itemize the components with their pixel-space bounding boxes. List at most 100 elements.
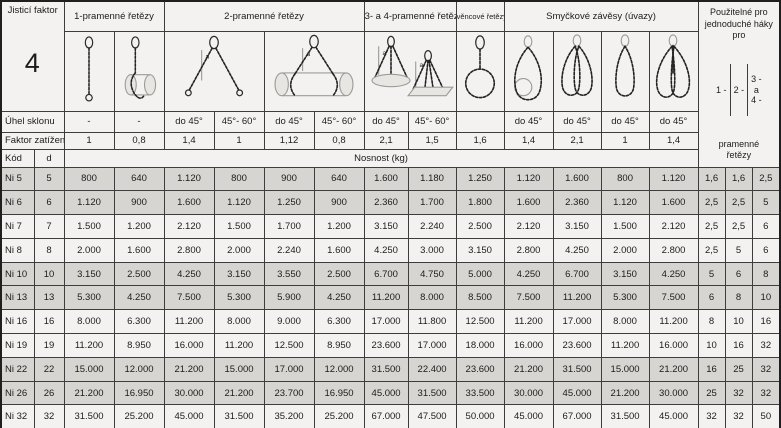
angle-cell: do 45°	[648, 110, 699, 133]
capacity-cell: 1.120	[648, 166, 699, 192]
capacity-cell: 15.000	[213, 356, 265, 382]
diameter-column-header: d	[33, 148, 65, 168]
hook-size-cell: 2,5	[751, 166, 781, 192]
angle-cell: do 45°	[552, 110, 602, 133]
group-header-loop-slings: Smyčkové závěsy (úvazy)	[503, 0, 699, 32]
row-code-cell: Ni 16	[0, 309, 35, 335]
capacity-cell: 2.800	[503, 237, 554, 263]
hook-item-3-4: 3 - a 4 -	[751, 74, 762, 106]
capacity-cell: 1.800	[455, 190, 505, 216]
capacity-cell: 1.500	[63, 214, 115, 239]
capacity-cell: 1.600	[163, 190, 215, 216]
capacity-cell: 1.600	[503, 190, 554, 216]
factor-cell: 2,1	[363, 131, 409, 150]
capacity-cell: 12.500	[263, 333, 315, 358]
capacity-cell: 8.000	[600, 309, 650, 335]
capacity-cell: 25.200	[313, 404, 365, 428]
capacity-cell: 17.000	[363, 309, 409, 335]
capacity-cell: 8.950	[113, 333, 165, 358]
capacity-cell: 800	[600, 166, 650, 192]
row-diameter-cell: 10	[33, 261, 65, 287]
capacity-cell: 1.700	[407, 190, 457, 216]
hook-size-cell: 8	[697, 309, 726, 335]
capacity-cell: 21.200	[163, 356, 215, 382]
hook-size-cell: 16	[697, 356, 726, 382]
hook-size-cell: 5	[751, 190, 781, 216]
hook-size-cell: 6	[751, 237, 781, 263]
row-diameter-cell: 7	[33, 214, 65, 239]
capacity-cell: 23.700	[263, 380, 315, 406]
capacity-cell: 16.000	[648, 333, 699, 358]
capacity-cell: 6.700	[552, 261, 602, 287]
capacity-cell: 4.250	[313, 285, 365, 311]
row-code-cell: Ni 19	[0, 333, 35, 358]
capacity-cell: 1.500	[213, 214, 265, 239]
diagram-cell	[113, 30, 165, 112]
capacity-cell: 5.000	[455, 261, 505, 287]
single-hooks-footer: pramenné řetězy	[718, 138, 760, 160]
capacity-cell: 4.250	[363, 237, 409, 263]
row-code-cell: Ni 13	[0, 285, 35, 311]
diagram-cell	[455, 30, 505, 112]
loop-sling-choked-icon	[514, 35, 543, 101]
hook-item-1: 1 -	[716, 84, 727, 95]
diagram-cell: a	[163, 30, 265, 112]
capacity-cell: 2.500	[313, 261, 365, 287]
capacity-cell: 1.120	[503, 166, 554, 192]
capacity-cell: 12.000	[313, 356, 365, 382]
row-code-cell: Ni 26	[0, 380, 35, 406]
hook-size-cell: 10	[751, 285, 781, 311]
capacity-cell: 7.500	[163, 285, 215, 311]
capacity-cell: 16.000	[503, 333, 554, 358]
capacity-cell: 21.200	[63, 380, 115, 406]
capacity-cell: 2.360	[363, 190, 409, 216]
hook-size-cell: 8	[724, 285, 753, 311]
factor-cell: 2,1	[552, 131, 602, 150]
capacity-cell: 11.200	[600, 333, 650, 358]
capacity-cell: 1.120	[600, 190, 650, 216]
code-column-header: Kód	[0, 148, 35, 168]
capacity-cell: 7.500	[503, 285, 554, 311]
capacity-cell: 23.600	[455, 356, 505, 382]
angle-cell: do 45°	[363, 110, 409, 133]
group-header-3-4-leg: 3- a 4-pramenné řetězy	[363, 0, 457, 32]
diagram-cell: a	[263, 30, 365, 112]
loop-sling-double-icon	[561, 34, 593, 97]
factor-cell: 1,4	[648, 131, 699, 150]
capacity-cell: 4.250	[163, 261, 215, 287]
divider-line	[747, 63, 749, 116]
hook-size-cell: 6	[751, 214, 781, 239]
factor-cell: 1,4	[503, 131, 554, 150]
capacity-cell: 11.200	[552, 285, 602, 311]
angle-cell: 45°- 60°	[213, 110, 265, 133]
capacity-cell: 17.000	[263, 356, 315, 382]
hook-size-cell: 32	[697, 404, 726, 428]
factor-cell: 1	[63, 131, 115, 150]
hook-size-cell: 6	[724, 261, 753, 287]
svg-text:a: a	[383, 50, 387, 57]
row-code-cell: Ni 32	[0, 404, 35, 428]
group-header-1-leg: 1-pramenné řetězy	[63, 0, 165, 32]
hook-size-cell: 16	[751, 309, 781, 335]
capacity-cell: 33.500	[455, 380, 505, 406]
hook-size-cell: 6	[697, 285, 726, 311]
capacity-cell: 8.000	[63, 309, 115, 335]
diagram-cell	[63, 30, 115, 112]
angle-cell: -	[113, 110, 165, 133]
capacity-cell: 45.000	[363, 380, 409, 406]
capacity-cell: 31.500	[600, 404, 650, 428]
capacity-cell: 31.500	[363, 356, 409, 382]
capacity-cell: 45.000	[163, 404, 215, 428]
capacity-header: Nosnost (kg)	[63, 148, 699, 168]
two-leg-choked-drum-icon: a	[274, 34, 354, 97]
capacity-cell: 6.300	[313, 309, 365, 335]
factor-cell: 1,5	[407, 131, 457, 150]
capacity-cell: 4.250	[113, 285, 165, 311]
capacity-cell: 2.120	[163, 214, 215, 239]
capacity-cell: 1.600	[648, 190, 699, 216]
capacity-cell: 9.000	[263, 309, 315, 335]
row-code-cell: Ni 6	[0, 190, 35, 216]
capacity-cell: 30.000	[503, 380, 554, 406]
securing-factor-label: Jisticí faktor	[7, 5, 58, 16]
